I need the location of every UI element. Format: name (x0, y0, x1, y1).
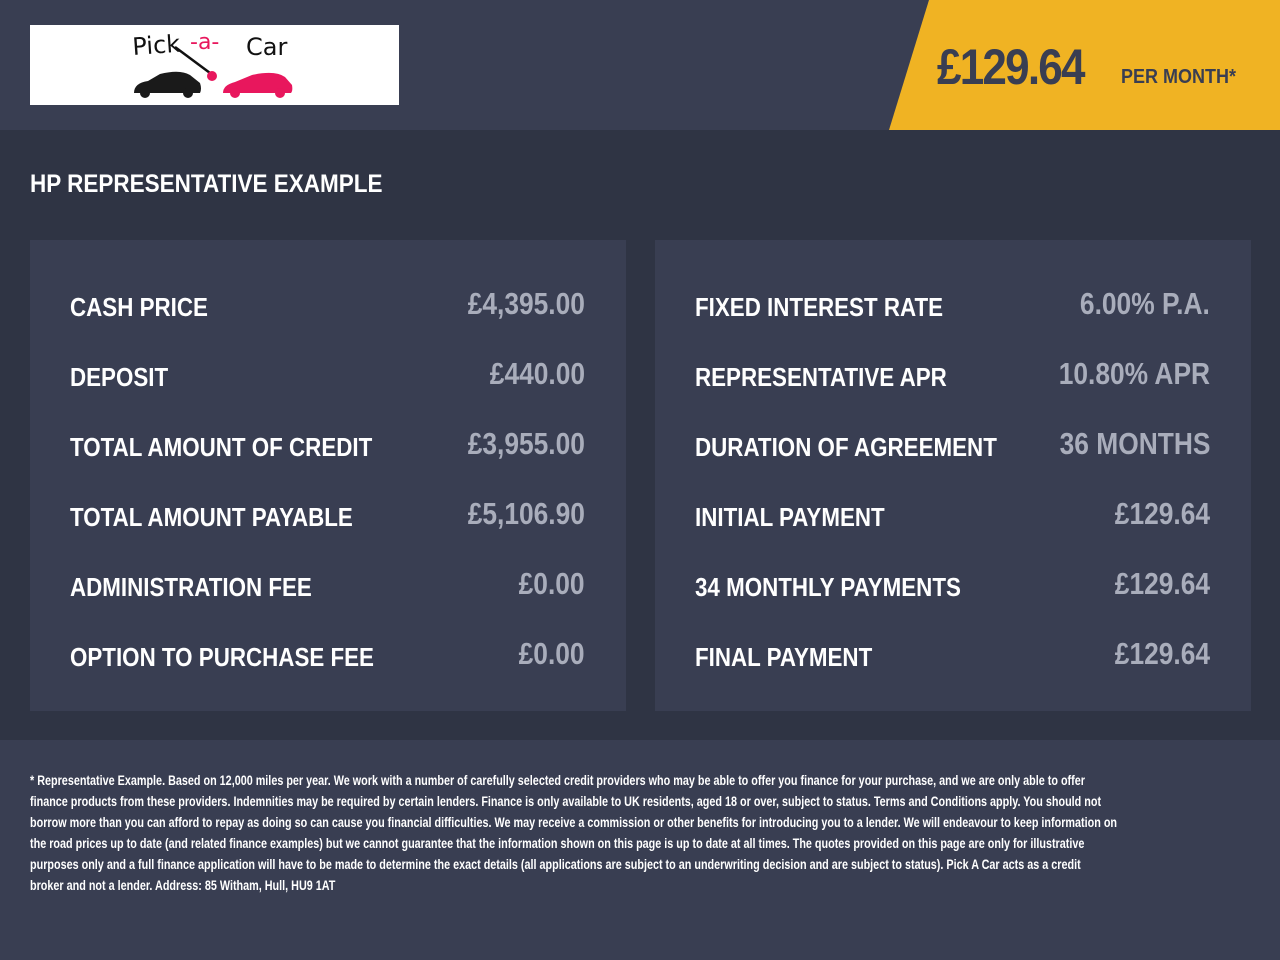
row-label: FINAL PAYMENT (695, 642, 873, 672)
row-label: OPTION TO PURCHASE FEE (70, 642, 374, 672)
finance-row: DURATION OF AGREEMENT 36 MONTHS (695, 426, 1210, 470)
svg-text:-a-: -a- (190, 30, 219, 55)
row-label: DURATION OF AGREEMENT (695, 432, 997, 462)
page-title: HP REPRESENTATIVE EXAMPLE (30, 170, 383, 198)
finance-row: REPRESENTATIVE APR 10.80% APR (695, 356, 1210, 400)
row-value: £129.64 (1114, 496, 1210, 531)
per-month-label: PER MONTH* (1121, 66, 1237, 88)
disclaimer-line: broker and not a lender. Address: 85 Wit… (30, 878, 336, 893)
disclaimer-line: the road prices up to date (and related … (30, 836, 1085, 851)
footer: * Representative Example. Based on 12,00… (0, 740, 1280, 960)
row-value: £4,395.00 (467, 286, 585, 321)
row-value: £440.00 (489, 356, 585, 391)
disclaimer-line: borrow more than you can afford to repay… (30, 815, 1118, 830)
finance-row: TOTAL AMOUNT PAYABLE £5,106.90 (70, 496, 585, 540)
row-value: £129.64 (1114, 566, 1210, 601)
disclaimer-line: finance products from these providers. I… (30, 794, 1102, 809)
monthly-price: £129.64 (937, 39, 1085, 95)
finance-row: FINAL PAYMENT £129.64 (695, 636, 1210, 680)
row-label: REPRESENTATIVE APR (695, 362, 947, 392)
header: Pick -a- Car £129.64 PER MONTH* (0, 0, 1280, 130)
disclaimer-line: purposes only and a full finance applica… (30, 857, 1081, 872)
monthly-price-banner: £129.64 PER MONTH* (889, 0, 1280, 130)
disclaimer-text: * Representative Example. Based on 12,00… (30, 770, 1117, 896)
finance-row: INITIAL PAYMENT £129.64 (695, 496, 1210, 540)
finance-row: FIXED INTEREST RATE 6.00% P.A. (695, 286, 1210, 330)
finance-panel-left: CASH PRICE £4,395.00 DEPOSIT £440.00 TOTAL A… (30, 240, 626, 711)
row-label: ADMINISTRATION FEE (70, 572, 312, 602)
row-label: FIXED INTEREST RATE (695, 292, 944, 322)
finance-row: DEPOSIT £440.00 (70, 356, 585, 400)
row-label: TOTAL AMOUNT OF CREDIT (70, 432, 373, 462)
row-value: 6.00% P.A. (1080, 286, 1210, 321)
row-label: DEPOSIT (70, 362, 169, 392)
row-value: £0.00 (519, 566, 585, 601)
finance-row: ADMINISTRATION FEE £0.00 (70, 566, 585, 610)
finance-row: TOTAL AMOUNT OF CREDIT £3,955.00 (70, 426, 585, 470)
row-label: INITIAL PAYMENT (695, 502, 885, 532)
row-value: 36 MONTHS (1059, 426, 1210, 461)
finance-panel-right: FIXED INTEREST RATE 6.00% P.A. REPRESENTAT… (655, 240, 1251, 711)
row-label: CASH PRICE (70, 292, 208, 322)
row-label: TOTAL AMOUNT PAYABLE (70, 502, 353, 532)
finance-row: OPTION TO PURCHASE FEE £0.00 (70, 636, 585, 680)
svg-text:Pick: Pick (131, 30, 181, 61)
row-value: 10.80% APR (1058, 356, 1210, 391)
row-value: £0.00 (519, 636, 585, 671)
finance-row: CASH PRICE £4,395.00 (70, 286, 585, 330)
row-label: 34 MONTHLY PAYMENTS (695, 572, 961, 602)
row-value: £3,955.00 (467, 426, 585, 461)
row-value: £5,106.90 (467, 496, 585, 531)
finance-row: 34 MONTHLY PAYMENTS £129.64 (695, 566, 1210, 610)
disclaimer-line: * Representative Example. Based on 12,00… (30, 773, 1085, 788)
row-value: £129.64 (1114, 636, 1210, 671)
pick-a-car-logo[interactable]: Pick -a- Car (30, 25, 399, 105)
svg-text:Car: Car (246, 33, 287, 61)
